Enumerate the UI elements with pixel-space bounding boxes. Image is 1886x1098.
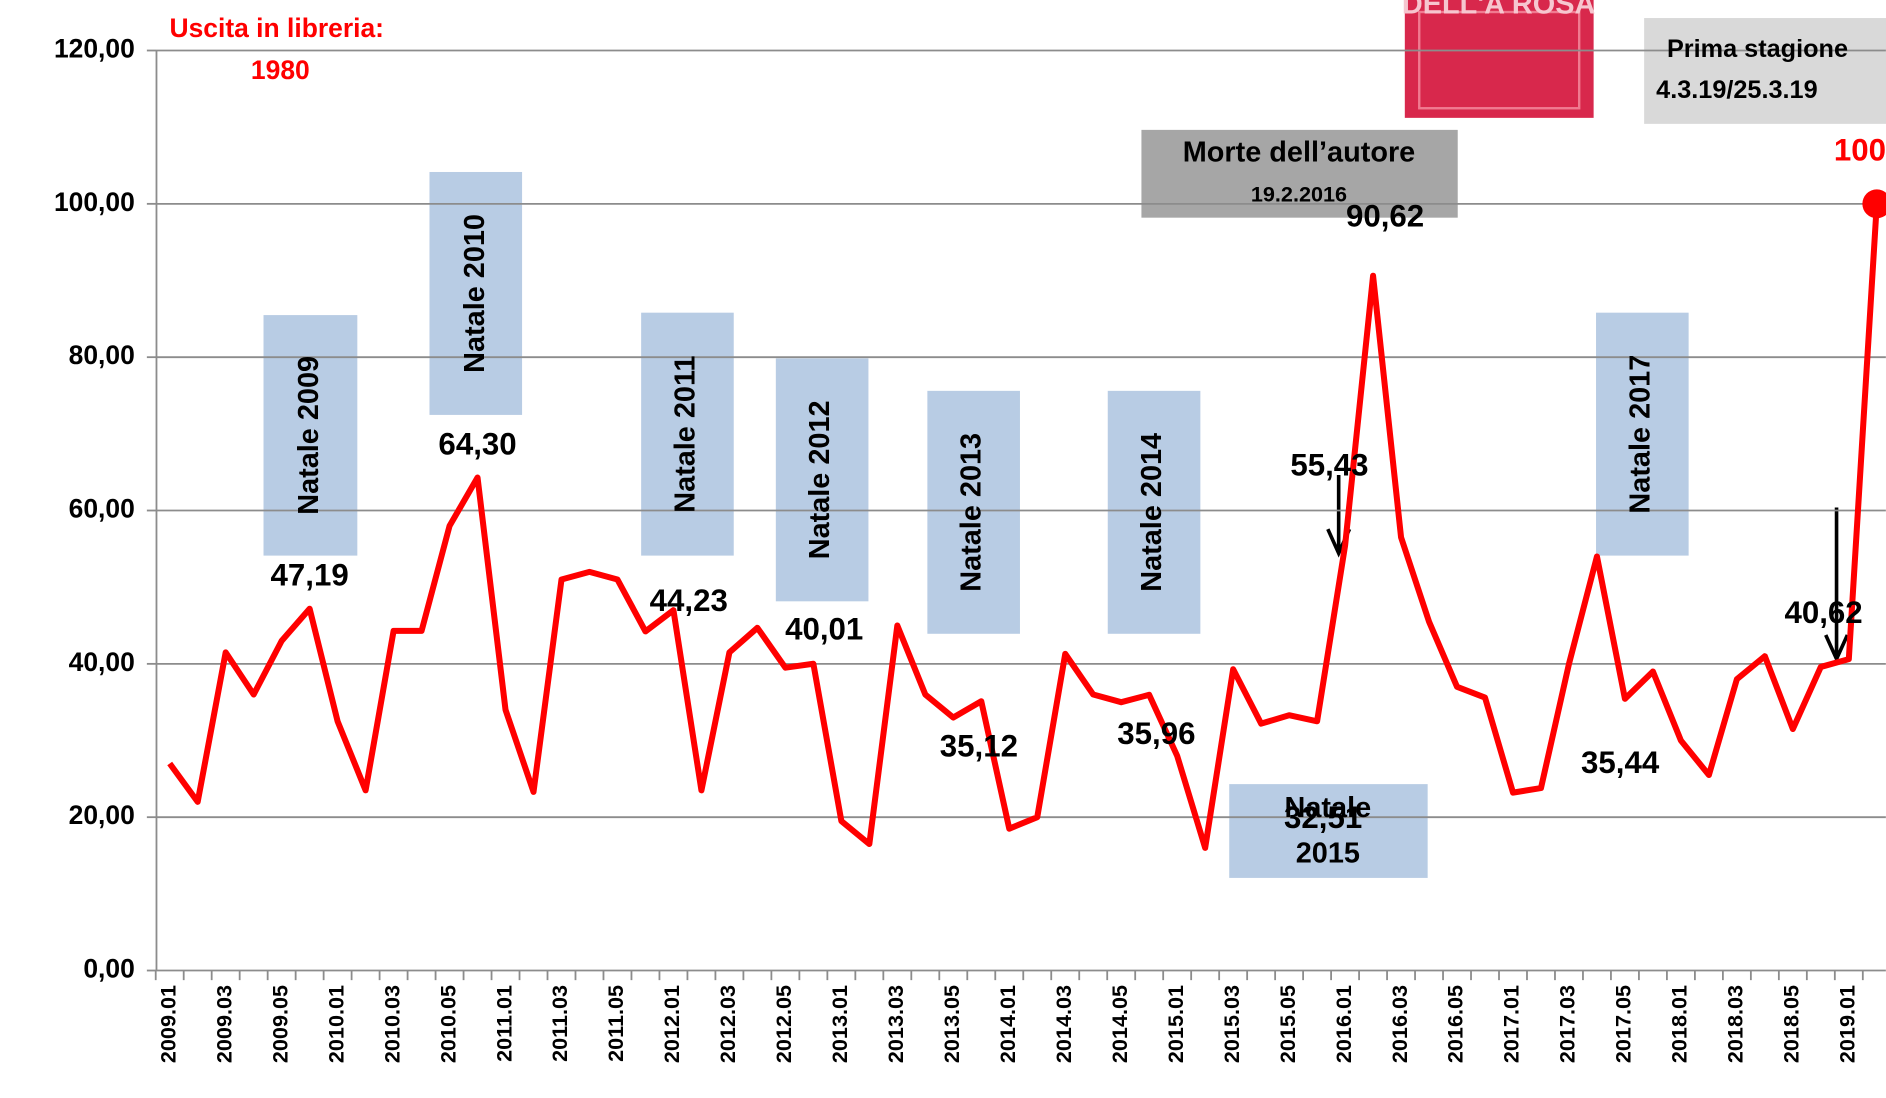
x-tick-label: 2014.05 bbox=[1107, 985, 1132, 1063]
data-label: 55,43 bbox=[1290, 448, 1368, 483]
annotation: Morte dell’autore bbox=[1183, 137, 1416, 169]
annotation: 1980 bbox=[251, 55, 310, 85]
data-label: 90,62 bbox=[1346, 198, 1424, 233]
x-tick-label: 2018.01 bbox=[1667, 985, 1692, 1063]
annotation: Uscita in libreria: bbox=[169, 13, 384, 43]
arrow bbox=[1826, 508, 1848, 660]
x-tick-label: 2012.03 bbox=[715, 985, 740, 1063]
annotation: Natale 2010 bbox=[459, 214, 491, 373]
x-tick-label: 2015.03 bbox=[1219, 985, 1244, 1063]
y-tick-label: 60,00 bbox=[69, 494, 135, 524]
x-tick-label: 2013.05 bbox=[939, 985, 964, 1063]
x-tick-label: 2019.01 bbox=[1835, 985, 1860, 1063]
y-tick-label: 80,00 bbox=[69, 340, 135, 370]
data-label: 35,44 bbox=[1581, 745, 1660, 780]
x-tick-label: 2015.01 bbox=[1163, 985, 1188, 1063]
x-tick-label: 2012.05 bbox=[771, 985, 796, 1063]
data-label: 35,12 bbox=[940, 728, 1018, 763]
annotation: Prima stagione bbox=[1667, 35, 1848, 63]
x-tick-label: 2009.03 bbox=[211, 985, 236, 1063]
x-tick-label: 2011.01 bbox=[491, 985, 516, 1062]
y-tick-label: 40,00 bbox=[69, 647, 135, 677]
x-tick-label: 2011.05 bbox=[603, 985, 628, 1062]
annotation: DELL'A ROSA bbox=[1402, 0, 1596, 21]
x-tick-label: 2012.01 bbox=[659, 985, 684, 1063]
annotation: 4.3.19/25.3.19 bbox=[1656, 76, 1817, 104]
data-label: 100 bbox=[1834, 132, 1886, 167]
data-label: 47,19 bbox=[271, 558, 349, 593]
x-tick-label: 2014.01 bbox=[995, 985, 1020, 1063]
y-tick-label: 120,00 bbox=[54, 33, 135, 63]
x-tick-label: 2014.03 bbox=[1051, 985, 1076, 1063]
x-tick-label: 2015.05 bbox=[1275, 985, 1300, 1063]
x-tick-label: 2013.03 bbox=[883, 985, 908, 1063]
annotation: 19.2.2016 bbox=[1251, 182, 1347, 207]
annotation: Natale 2013 bbox=[956, 433, 988, 592]
annotation: Natale 2011 bbox=[669, 356, 701, 513]
annotation: Natale 2017 bbox=[1624, 355, 1656, 514]
data-label: 64,30 bbox=[438, 427, 516, 462]
annotation-box bbox=[1644, 18, 1886, 124]
chart: 0,00 20,00 40,00 60,00 80,00 100,00 120,00 2009… bbox=[0, 0, 1886, 1098]
x-tick-label: 2017.05 bbox=[1611, 985, 1636, 1063]
point-marker bbox=[1862, 189, 1886, 218]
x-tick-label: 2009.05 bbox=[267, 985, 292, 1063]
annotation: Natale 2012 bbox=[804, 400, 836, 559]
y-tick-label: 100,00 bbox=[54, 187, 135, 217]
y-tick-label: 0,00 bbox=[83, 954, 134, 984]
x-tick-label: 2010.05 bbox=[435, 985, 460, 1063]
x-tick-label: 2013.01 bbox=[827, 985, 852, 1063]
page: {"chart_data": {"type": "line", "categor… bbox=[0, 0, 1886, 1098]
x-tick-label: 2017.03 bbox=[1555, 985, 1580, 1063]
data-label: 32,51 bbox=[1284, 800, 1362, 835]
x-tick-label: 2009.01 bbox=[155, 985, 180, 1063]
data-label: 44,23 bbox=[650, 583, 728, 618]
y-tick-label: 20,00 bbox=[69, 800, 135, 830]
x-tick-label: 2016.05 bbox=[1443, 985, 1468, 1063]
annotation: 2015 bbox=[1296, 838, 1360, 870]
data-label: 40,62 bbox=[1784, 595, 1862, 630]
x-tick-label: 2010.03 bbox=[379, 985, 404, 1063]
x-tick-label: 2018.03 bbox=[1723, 985, 1748, 1063]
x-tick-label: 2016.01 bbox=[1331, 985, 1356, 1063]
annotation: Natale 2014 bbox=[1136, 433, 1168, 592]
x-tick-label: 2011.03 bbox=[547, 985, 572, 1062]
x-tick-label: 2016.03 bbox=[1387, 985, 1412, 1063]
data-label: 35,96 bbox=[1117, 716, 1195, 751]
x-tick-label: 2010.01 bbox=[323, 985, 348, 1063]
x-tick-label: 2018.05 bbox=[1779, 985, 1804, 1063]
data-label: 40,01 bbox=[785, 612, 863, 647]
annotation: Natale 2009 bbox=[293, 356, 325, 515]
x-tick-label: 2017.01 bbox=[1499, 985, 1524, 1063]
